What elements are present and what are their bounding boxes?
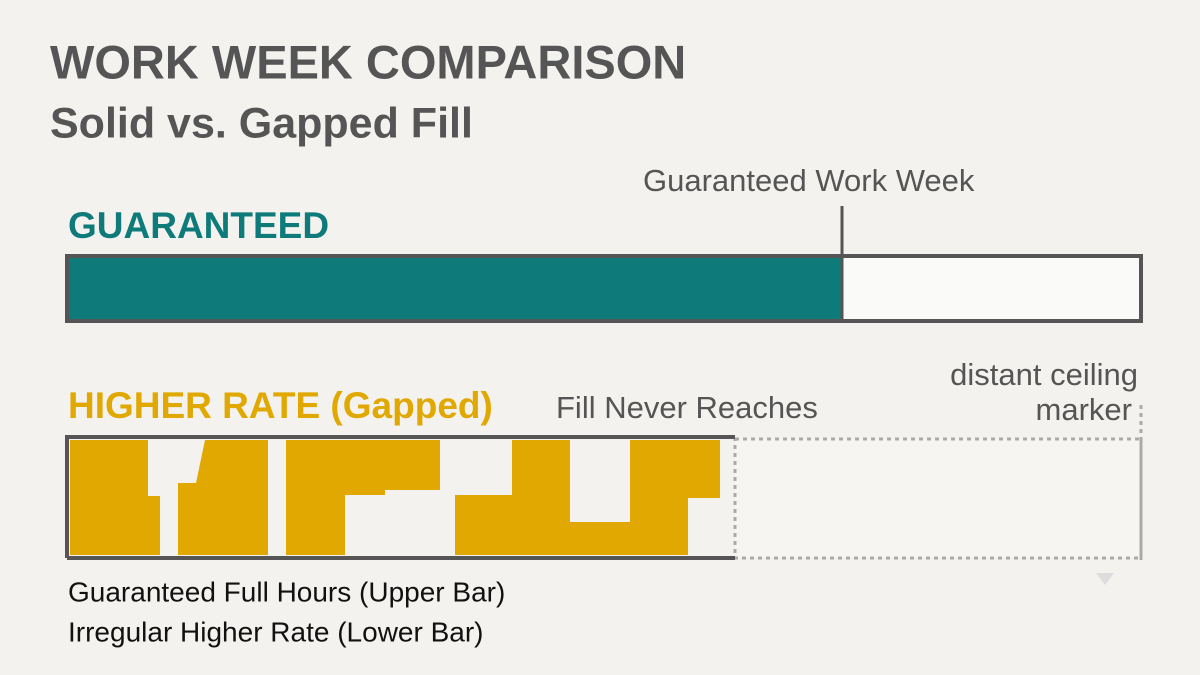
gapped-fill <box>70 440 720 555</box>
marker-label: Guaranteed Work Week <box>643 163 975 198</box>
lower-bar-label: HIGHER RATE (Gapped) <box>68 385 493 426</box>
lower-bar-unfilled <box>733 437 1143 560</box>
title: WORK WEEK COMPARISON <box>50 35 686 88</box>
fill-block <box>178 440 268 555</box>
ceiling-pointer <box>1096 573 1114 585</box>
lower-bar-frame <box>65 435 735 558</box>
ceiling-label: distant ceiling <box>950 357 1138 392</box>
fill-block <box>70 440 160 555</box>
upper-bar-label: GUARANTEED <box>68 205 329 246</box>
fill-block <box>286 440 440 555</box>
legend-item: Irregular Higher Rate (Lower Bar) <box>68 616 484 647</box>
subtitle: Solid vs. Gapped Fill <box>50 99 473 147</box>
ceiling-label: marker <box>1036 392 1132 427</box>
fill-block <box>455 440 720 555</box>
lower-bar-annotation: Fill Never Reaches <box>556 390 818 425</box>
upper-bar-fill <box>69 258 842 319</box>
fill-block <box>178 483 196 555</box>
legend-item: Guaranteed Full Hours (Upper Bar) <box>68 576 505 607</box>
